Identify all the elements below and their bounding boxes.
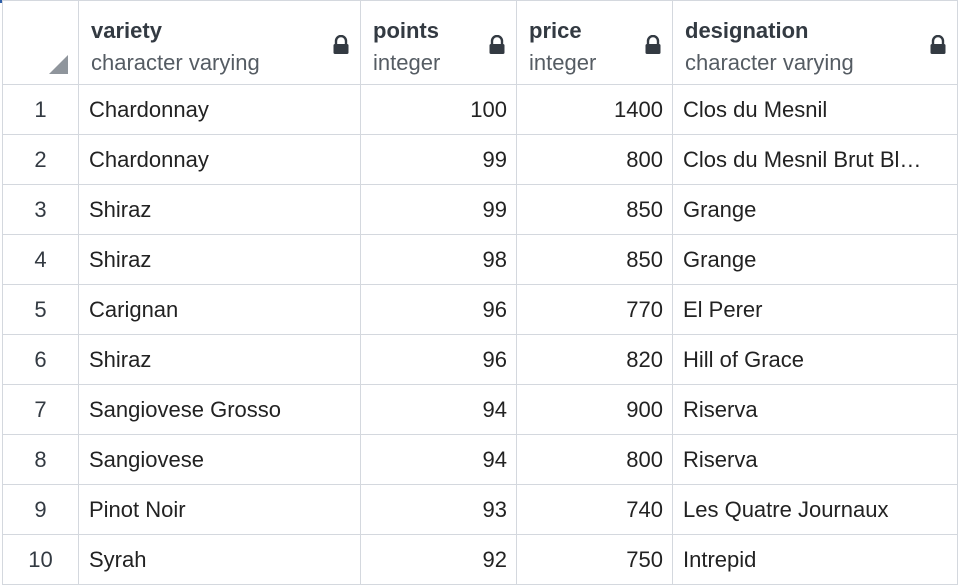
table-row[interactable]: 3 Shiraz 99 850 Grange [2, 184, 958, 235]
column-type: integer [373, 50, 441, 75]
table-row[interactable]: 5 Carignan 96 770 El Perer [2, 284, 958, 335]
cell-variety[interactable]: Shiraz [78, 184, 361, 235]
column-header-variety[interactable]: variety character varying [78, 0, 361, 85]
select-all-triangle-icon [49, 55, 68, 74]
cell-designation[interactable]: Riserva [672, 434, 958, 485]
column-header-points[interactable]: points integer [360, 0, 517, 85]
cell-variety[interactable]: Sangiovese Grosso [78, 384, 361, 435]
cell-points[interactable]: 94 [360, 384, 517, 435]
cell-points[interactable]: 96 [360, 334, 517, 385]
cell-designation[interactable]: Clos du Mesnil [672, 84, 958, 135]
column-name: points [373, 18, 439, 43]
table-row[interactable]: 4 Shiraz 98 850 Grange [2, 234, 958, 285]
table-row[interactable]: 6 Shiraz 96 820 Hill of Grace [2, 334, 958, 385]
cell-price[interactable]: 800 [516, 434, 673, 485]
cell-designation[interactable]: El Perer [672, 284, 958, 335]
row-number[interactable]: 3 [2, 184, 79, 235]
row-number[interactable]: 4 [2, 234, 79, 285]
row-number[interactable]: 5 [2, 284, 79, 335]
cell-points[interactable]: 93 [360, 484, 517, 535]
column-name: price [529, 18, 582, 43]
row-number[interactable]: 10 [2, 534, 79, 585]
cell-price[interactable]: 750 [516, 534, 673, 585]
cell-variety[interactable]: Shiraz [78, 334, 361, 385]
table-row[interactable]: 2 Chardonnay 99 800 Clos du Mesnil Brut … [2, 134, 958, 185]
cell-points[interactable]: 92 [360, 534, 517, 585]
row-number[interactable]: 6 [2, 334, 79, 385]
cell-variety[interactable]: Chardonnay [78, 84, 361, 135]
cell-points[interactable]: 100 [360, 84, 517, 135]
cell-points[interactable]: 99 [360, 134, 517, 185]
cell-variety[interactable]: Chardonnay [78, 134, 361, 185]
cell-price[interactable]: 900 [516, 384, 673, 435]
cell-designation[interactable]: Grange [672, 234, 958, 285]
cell-designation[interactable]: Hill of Grace [672, 334, 958, 385]
table-row[interactable]: 10 Syrah 92 750 Intrepid [2, 534, 958, 585]
cell-variety[interactable]: Carignan [78, 284, 361, 335]
cell-price[interactable]: 1400 [516, 84, 673, 135]
cell-points[interactable]: 98 [360, 234, 517, 285]
column-type: character varying [91, 50, 260, 75]
cell-price[interactable]: 770 [516, 284, 673, 335]
lock-icon [645, 35, 661, 54]
cell-price[interactable]: 850 [516, 184, 673, 235]
cell-designation[interactable]: Les Quatre Journaux [672, 484, 958, 535]
table-row[interactable]: 8 Sangiovese 94 800 Riserva [2, 434, 958, 485]
row-number[interactable]: 9 [2, 484, 79, 535]
row-number[interactable]: 8 [2, 434, 79, 485]
cell-price[interactable]: 850 [516, 234, 673, 285]
cell-price[interactable]: 740 [516, 484, 673, 535]
row-number[interactable]: 1 [2, 84, 79, 135]
column-name: variety [91, 18, 162, 43]
table-row[interactable]: 7 Sangiovese Grosso 94 900 Riserva [2, 384, 958, 435]
column-header-designation[interactable]: designation character varying [672, 0, 958, 85]
table-row[interactable]: 9 Pinot Noir 93 740 Les Quatre Journaux [2, 484, 958, 535]
row-number[interactable]: 2 [2, 134, 79, 185]
cell-variety[interactable]: Syrah [78, 534, 361, 585]
lock-icon [930, 35, 946, 54]
cell-designation[interactable]: Clos du Mesnil Brut Bl… [672, 134, 958, 185]
cell-designation[interactable]: Grange [672, 184, 958, 235]
cell-variety[interactable]: Sangiovese [78, 434, 361, 485]
cell-variety[interactable]: Shiraz [78, 234, 361, 285]
column-header-price[interactable]: price integer [516, 0, 673, 85]
header-row: variety character varying points integer… [2, 0, 958, 85]
cell-price[interactable]: 800 [516, 134, 673, 185]
cell-points[interactable]: 99 [360, 184, 517, 235]
column-type: character varying [685, 50, 854, 75]
cell-designation[interactable]: Intrepid [672, 534, 958, 585]
row-number[interactable]: 7 [2, 384, 79, 435]
table-row[interactable]: 1 Chardonnay 100 1400 Clos du Mesnil [2, 84, 958, 135]
select-all-corner[interactable] [2, 0, 79, 85]
column-type: integer [529, 50, 597, 75]
lock-icon [489, 35, 505, 54]
cell-designation[interactable]: Riserva [672, 384, 958, 435]
cell-points[interactable]: 94 [360, 434, 517, 485]
cell-price[interactable]: 820 [516, 334, 673, 385]
cell-variety[interactable]: Pinot Noir [78, 484, 361, 535]
cell-points[interactable]: 96 [360, 284, 517, 335]
column-name: designation [685, 18, 809, 43]
lock-icon [333, 35, 349, 54]
